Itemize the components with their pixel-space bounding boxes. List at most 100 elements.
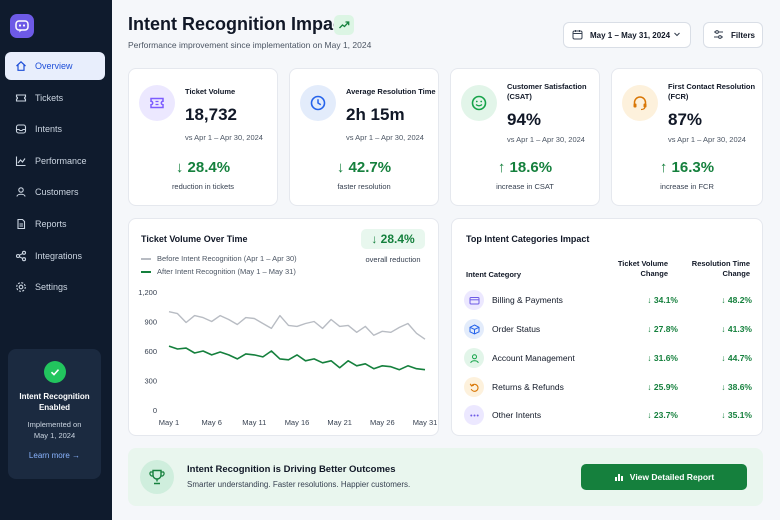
overall-reduction-label: overall reduction xyxy=(365,255,421,264)
sidebar-item-tickets[interactable]: Tickets xyxy=(5,84,105,112)
x-tick-label: May 11 xyxy=(242,418,266,427)
kpi-compare: vs Apr 1 – Apr 30, 2024 xyxy=(185,133,263,142)
kpi-card-csat: Customer Satisfaction (CSAT) 94% vs Apr … xyxy=(450,68,600,206)
legend-swatch xyxy=(141,257,151,260)
billing-icon xyxy=(464,290,484,310)
kpi-label: Average Resolution Time xyxy=(346,87,436,96)
intent-status-card: Intent Recognition Enabled Implemented o… xyxy=(8,349,101,479)
series-line-after xyxy=(168,345,426,371)
sidebar-item-settings[interactable]: Settings xyxy=(5,273,105,301)
banner-title: Intent Recognition is Driving Better Out… xyxy=(187,464,396,475)
line-chart-icon xyxy=(15,155,27,167)
learn-more-link[interactable]: Learn more → xyxy=(28,451,81,460)
sidebar-item-label: Intents xyxy=(35,124,63,135)
sidebar-item-label: Reports xyxy=(35,218,67,229)
kpi-compare: vs Apr 1 – Apr 30, 2024 xyxy=(346,133,424,142)
more-icon xyxy=(464,405,484,425)
legend-label: After Intent Recognition (May 1 – May 31… xyxy=(157,267,296,276)
kpi-card-fcr: First Contact Resolution (FCR) 87% vs Ap… xyxy=(611,68,763,206)
legend-item-after: After Intent Recognition (May 1 – May 31… xyxy=(141,267,296,276)
table-row[interactable]: Account Management ↓ 31.6% ↓ 44.7% xyxy=(464,346,754,370)
row-volume-change: ↓ 34.1% xyxy=(647,295,678,305)
ticket-volume-chart-panel: Ticket Volume Over Time Before Intent Re… xyxy=(128,218,439,436)
kpi-change: ↓ 28.4% xyxy=(175,159,231,176)
filters-button[interactable]: Filters xyxy=(703,22,763,48)
overall-reduction-badge: ↓ 28.4% xyxy=(361,229,425,249)
sidebar: Overview Tickets Intents Performance Cus… xyxy=(0,0,112,520)
kpi-card-resolution-time: Average Resolution Time 2h 15m vs Apr 1 … xyxy=(289,68,439,206)
sidebar-item-label: Settings xyxy=(35,282,68,293)
chevron-down-icon xyxy=(673,30,681,40)
kpi-compare: vs Apr 1 – Apr 30, 2024 xyxy=(507,135,585,144)
row-resolution-change: ↓ 35.1% xyxy=(721,410,752,420)
table-row[interactable]: Billing & Payments ↓ 34.1% ↓ 48.2% xyxy=(464,288,754,312)
legend-item-before: Before Intent Recognition (Apr 1 – Apr 3… xyxy=(141,254,297,263)
app-logo-icon[interactable] xyxy=(10,14,34,38)
kpi-card-ticket-volume: Ticket Volume 18,732 vs Apr 1 – Apr 30, … xyxy=(128,68,278,206)
row-volume-change: ↓ 23.7% xyxy=(647,410,678,420)
sidebar-item-performance[interactable]: Performance xyxy=(5,147,105,175)
col-header-volume: Ticket Volume Change xyxy=(617,259,668,278)
table-row[interactable]: Order Status ↓ 27.8% ↓ 41.3% xyxy=(464,317,754,341)
trend-up-icon xyxy=(334,15,354,35)
ticket-icon xyxy=(139,85,175,121)
headset-icon xyxy=(622,85,658,121)
sidebar-item-label: Performance xyxy=(35,155,87,166)
kpi-label: Customer Satisfaction (CSAT) xyxy=(507,82,587,101)
x-tick-label: May 31 xyxy=(413,418,438,427)
table-row[interactable]: Returns & Refunds ↓ 25.9% ↓ 38.6% xyxy=(464,375,754,399)
banner-subtitle: Smarter understanding. Faster resolution… xyxy=(187,480,411,489)
sliders-icon xyxy=(713,29,724,42)
clock-icon xyxy=(300,85,336,121)
col-header-resolution: Resolution Time Change xyxy=(691,259,750,278)
kpi-desc: reduction in tickets xyxy=(171,182,235,191)
sidebar-item-intents[interactable]: Intents xyxy=(5,115,105,143)
sidebar-item-label: Tickets xyxy=(35,92,64,103)
kpi-value: 94% xyxy=(507,110,542,129)
row-volume-change: ↓ 31.6% xyxy=(647,353,678,363)
table-row[interactable]: Other Intents ↓ 23.7% ↓ 35.1% xyxy=(464,403,754,427)
kpi-value: 18,732 xyxy=(185,105,237,124)
row-resolution-change: ↓ 44.7% xyxy=(721,353,752,363)
view-detailed-report-button[interactable]: View Detailed Report xyxy=(581,464,747,490)
button-label: View Detailed Report xyxy=(629,472,715,482)
sidebar-item-label: Customers xyxy=(35,187,79,198)
date-range-picker[interactable]: May 1 – May 31, 2024 xyxy=(563,22,691,48)
sidebar-item-reports[interactable]: Reports xyxy=(5,210,105,238)
x-tick-label: May 6 xyxy=(201,418,221,427)
document-icon xyxy=(15,218,27,230)
sidebar-item-integrations[interactable]: Integrations xyxy=(5,242,105,270)
line-chart: 0 300 600 900 1,200 May 1 May 6 May 11 May 16 May… xyxy=(138,288,438,427)
kpi-label: First Contact Resolution (FCR) xyxy=(668,82,756,101)
gear-icon xyxy=(15,281,27,293)
kpi-change: ↓ 42.7% xyxy=(336,159,392,176)
date-range-label: May 1 – May 31, 2024 xyxy=(590,30,671,40)
x-tick-label: May 1 xyxy=(159,418,179,427)
row-name: Order Status xyxy=(492,324,541,334)
kpi-desc: increase in CSAT xyxy=(496,182,554,191)
legend-label: Before Intent Recognition (Apr 1 – Apr 3… xyxy=(157,254,297,263)
x-tick-label: May 21 xyxy=(327,418,352,427)
kpi-compare: vs Apr 1 – Apr 30, 2024 xyxy=(668,135,746,144)
status-title: Intent Recognition Enabled xyxy=(19,392,90,412)
implemented-date: May 1, 2024 xyxy=(33,431,76,440)
sidebar-nav: Overview Tickets Intents Performance Cus… xyxy=(5,52,105,305)
row-name: Account Management xyxy=(492,353,575,363)
y-tick-label: 600 xyxy=(144,347,157,356)
sidebar-item-customers[interactable]: Customers xyxy=(5,178,105,206)
user-icon xyxy=(464,348,484,368)
refund-icon xyxy=(464,377,484,397)
sidebar-item-overview[interactable]: Overview xyxy=(5,52,105,80)
row-resolution-change: ↓ 41.3% xyxy=(721,324,752,334)
kpi-change: ↑ 16.3% xyxy=(659,159,715,176)
kpi-value: 2h 15m xyxy=(346,105,405,124)
kpi-value: 87% xyxy=(668,110,703,129)
check-icon xyxy=(43,361,66,383)
series-line-before xyxy=(168,311,426,340)
y-tick-label: 900 xyxy=(144,318,157,327)
row-resolution-change: ↓ 48.2% xyxy=(721,295,752,305)
outcomes-banner: Intent Recognition is Driving Better Out… xyxy=(128,448,763,506)
page-subtitle: Performance improvement since implementa… xyxy=(128,40,372,50)
y-tick-label: 0 xyxy=(153,406,157,415)
y-tick-label: 1,200 xyxy=(138,288,157,297)
